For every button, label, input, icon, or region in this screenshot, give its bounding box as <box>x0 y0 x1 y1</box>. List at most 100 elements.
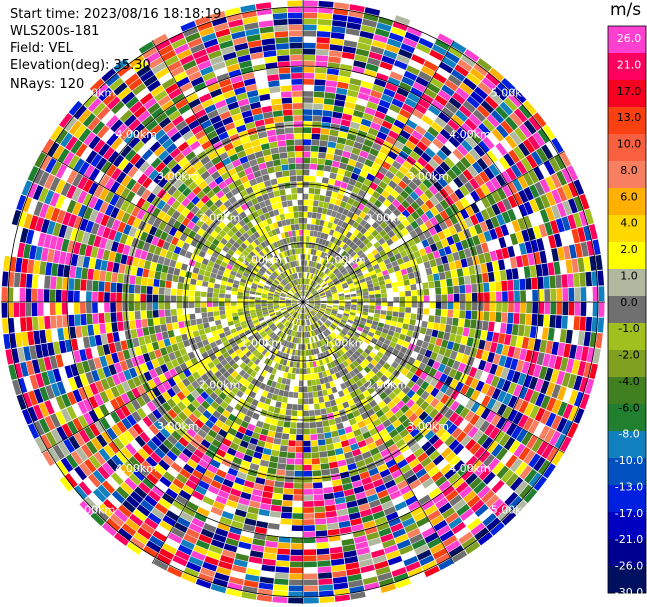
velocity-gate <box>478 253 486 264</box>
velocity-gate <box>280 306 286 310</box>
velocity-gate <box>255 324 262 329</box>
velocity-gate <box>286 335 291 342</box>
velocity-gate <box>273 437 282 445</box>
velocity-gate <box>343 310 350 315</box>
velocity-gate <box>278 451 288 458</box>
velocity-gate <box>336 508 349 517</box>
velocity-gate <box>456 144 469 157</box>
velocity-gate <box>357 155 367 164</box>
velocity-gate <box>364 249 371 256</box>
velocity-gate <box>465 438 477 451</box>
velocity-gate <box>462 169 474 181</box>
velocity-gate <box>327 300 333 302</box>
velocity-gate <box>408 114 421 125</box>
velocity-gate <box>171 384 181 395</box>
velocity-gate <box>315 302 321 304</box>
velocity-gate <box>290 416 297 423</box>
velocity-gate <box>309 422 317 429</box>
velocity-gate <box>236 471 248 480</box>
velocity-gate <box>568 389 579 405</box>
velocity-gate <box>412 484 425 495</box>
velocity-gate <box>303 205 308 212</box>
velocity-gate <box>557 342 565 357</box>
velocity-gate <box>228 337 235 345</box>
velocity-gate <box>78 481 93 496</box>
velocity-gate <box>341 250 347 257</box>
velocity-gate <box>459 285 466 294</box>
velocity-gate <box>52 250 61 264</box>
velocity-gate <box>146 286 153 295</box>
velocity-gate <box>426 174 437 185</box>
velocity-gate <box>87 268 95 280</box>
velocity-gate <box>559 231 569 246</box>
velocity-gate <box>311 379 317 386</box>
velocity-gate <box>437 264 445 273</box>
velocity-gate <box>273 297 280 300</box>
velocity-gate <box>292 311 297 317</box>
velocity-gate <box>266 436 275 444</box>
velocity-gate <box>283 312 289 317</box>
velocity-gate <box>332 294 339 298</box>
velocity-gate <box>401 209 411 219</box>
velocity-gate <box>154 464 167 476</box>
velocity-gate <box>449 494 463 507</box>
velocity-gate <box>102 462 115 476</box>
velocity-gate <box>167 217 177 227</box>
velocity-gate <box>86 279 93 291</box>
velocity-gate <box>83 164 95 179</box>
velocity-gate <box>384 438 395 448</box>
velocity-gate <box>7 287 14 302</box>
velocity-gate <box>525 313 532 326</box>
velocity-gate <box>384 114 396 125</box>
velocity-gate <box>323 165 332 172</box>
velocity-gate <box>57 148 70 164</box>
velocity-gate <box>313 230 318 237</box>
velocity-gate <box>366 319 373 325</box>
velocity-gate <box>318 201 324 208</box>
velocity-gate <box>280 518 292 525</box>
velocity-gate <box>359 425 369 434</box>
velocity-gate <box>41 371 51 386</box>
velocity-gate <box>498 333 506 344</box>
velocity-gate <box>288 597 303 604</box>
velocity-gate <box>351 302 357 305</box>
velocity-gate <box>247 343 254 351</box>
velocity-gate <box>443 157 455 169</box>
velocity-gate <box>50 463 64 480</box>
velocity-gate <box>386 310 393 316</box>
velocity-gate <box>427 343 435 352</box>
velocity-gate <box>201 312 208 318</box>
velocity-gate <box>177 254 185 263</box>
velocity-gate <box>310 428 317 435</box>
velocity-gate <box>481 272 489 283</box>
velocity-gate <box>534 378 544 393</box>
velocity-gate <box>512 500 528 515</box>
velocity-gate <box>84 496 98 511</box>
velocity-gate <box>373 78 387 88</box>
velocity-gate <box>121 175 132 187</box>
velocity-gate <box>441 507 456 519</box>
velocity-gate <box>314 299 321 301</box>
velocity-gate <box>269 312 276 317</box>
velocity-gate <box>379 146 390 156</box>
velocity-gate <box>304 313 307 320</box>
velocity-gate <box>537 314 544 327</box>
velocity-gate <box>514 127 527 142</box>
velocity-gate <box>316 321 321 327</box>
velocity-gate <box>303 573 318 580</box>
velocity-gate <box>400 43 416 54</box>
velocity-gate <box>343 107 354 116</box>
velocity-gate <box>264 479 275 487</box>
velocity-gate <box>401 199 411 209</box>
velocity-gate <box>279 358 285 365</box>
velocity-gate <box>200 291 207 297</box>
velocity-gate <box>227 320 235 327</box>
velocity-gate <box>420 167 431 178</box>
velocity-gate <box>421 560 438 572</box>
velocity-gate <box>99 174 111 188</box>
velocity-gate <box>529 405 540 419</box>
velocity-gate <box>383 88 396 98</box>
velocity-gate <box>262 377 269 385</box>
velocity-gate <box>545 382 556 397</box>
velocity-gate <box>125 518 140 532</box>
